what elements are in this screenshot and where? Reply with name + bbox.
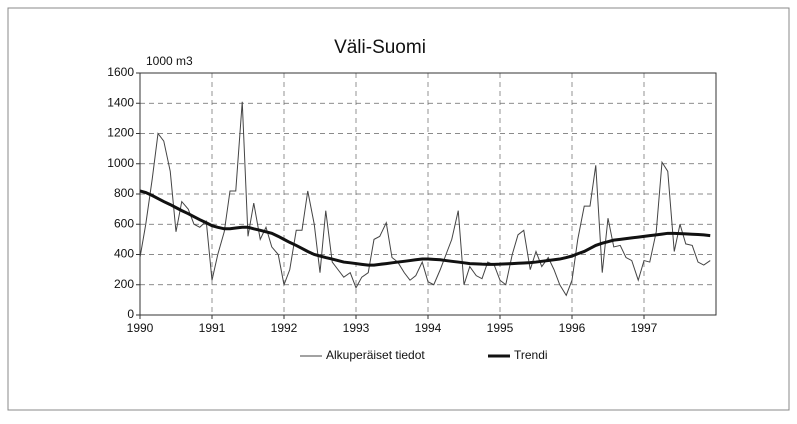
x-tick-label: 1996 <box>559 321 586 335</box>
x-tick-label: 1991 <box>199 321 226 335</box>
x-tick-label: 1992 <box>271 321 298 335</box>
line-series <box>139 189 711 267</box>
x-tick-label: 1990 <box>127 321 154 335</box>
legend-label: Alkuperäiset tiedot <box>326 348 425 362</box>
legend-label: Trendi <box>514 348 548 362</box>
line-series <box>139 101 711 297</box>
y-axis-label: 1000 m3 <box>146 54 193 68</box>
y-tick-label: 1200 <box>107 126 134 140</box>
chart-title: Väli-Suomi <box>334 37 426 58</box>
y-tick-label: 0 <box>127 307 134 321</box>
y-tick-label: 400 <box>114 247 134 261</box>
frame <box>7 7 790 411</box>
y-tick-label: 1000 <box>107 156 134 170</box>
y-tick-label: 1400 <box>107 95 134 109</box>
x-tick-label: 1997 <box>631 321 658 335</box>
y-tick-label: 200 <box>114 277 134 291</box>
x-tick-label: 1995 <box>487 321 514 335</box>
x-tick-label: 1993 <box>343 321 370 335</box>
y-tick-label: 800 <box>114 186 134 200</box>
y-tick-label: 1600 <box>107 65 134 79</box>
x-tick-label: 1994 <box>415 321 442 335</box>
y-tick-label: 600 <box>114 216 134 230</box>
plot-area <box>139 72 717 316</box>
